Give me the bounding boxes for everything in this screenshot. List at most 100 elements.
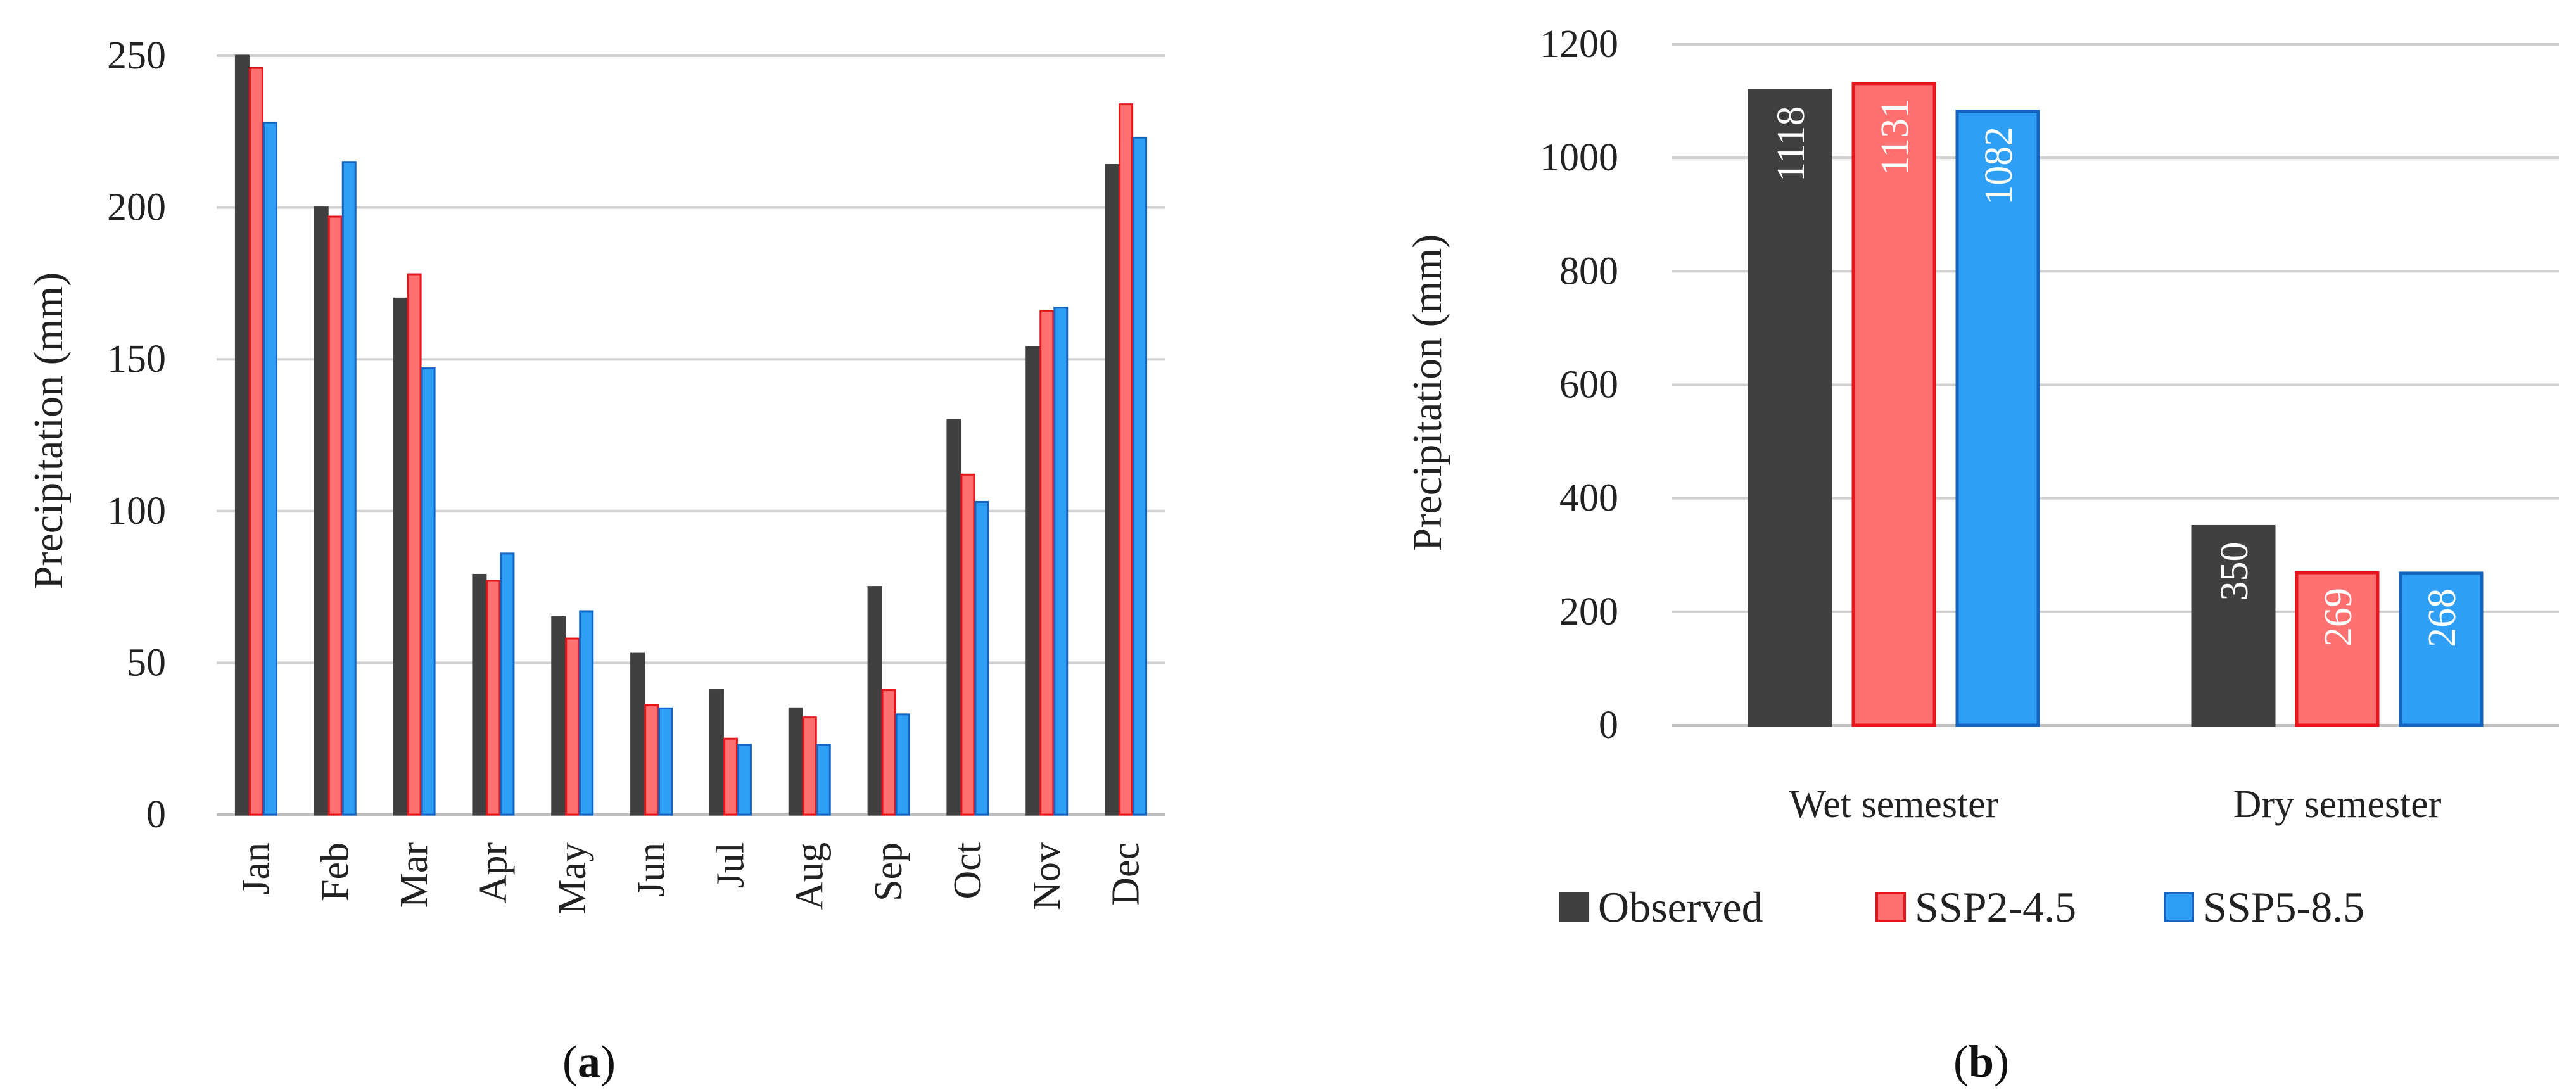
x-tick-b-wet-semester: Wet semester (1789, 783, 1999, 826)
bar-a-nov-observed (1025, 346, 1041, 816)
legend-swatch-ssp5-8-5 (2164, 892, 2194, 922)
bar-a-jun-ssp2-4-5 (644, 704, 659, 816)
y-tick-b-800: 800 (1559, 250, 1618, 293)
bar-b-wet-semester-ssp5-8-5 (1955, 110, 2040, 727)
bar-a-jan-ssp5-8-5 (262, 121, 277, 816)
panel-b-bars: 1118 1131 1082 350 269 268 (1748, 82, 2484, 727)
y-tick-a-200: 200 (107, 186, 166, 229)
bar-a-oct-ssp2-4-5 (960, 473, 975, 816)
bar-a-may-ssp5-8-5 (579, 610, 594, 816)
y-tick-b-200: 200 (1559, 590, 1618, 633)
legend-item-ssp5-8-5: SSP5-8.5 (2164, 883, 2364, 931)
x-tick-a-dec: Dec (1105, 842, 1148, 906)
y-tick-a-250: 250 (107, 34, 166, 77)
y-tick-b-1000: 1000 (1540, 136, 1618, 179)
bar-b-wet-semester-observed (1748, 89, 1832, 727)
legend-item-ssp2-4-5: SSP2-4.5 (1875, 883, 2076, 931)
x-tick-a-feb: Feb (314, 842, 357, 901)
bar-a-mar-ssp5-8-5 (421, 367, 436, 816)
y-tick-b-1200: 1200 (1540, 23, 1618, 66)
x-tick-a-oct: Oct (946, 842, 989, 899)
x-tick-a-nov: Nov (1025, 842, 1069, 910)
x-tick-a-sep: Sep (867, 842, 910, 901)
bar-a-apr-observed (472, 573, 487, 816)
bar-a-aug-ssp5-8-5 (816, 744, 831, 816)
data-label-b-wet-semester-ssp2-4-5: 1131 (1874, 99, 1917, 176)
bar-a-sep-ssp5-8-5 (895, 713, 910, 816)
x-tick-a-jun: Jun (630, 842, 673, 897)
caption-a-label: a (578, 1036, 600, 1087)
x-tick-a-jan: Jan (234, 842, 277, 895)
bar-a-dec-ssp2-4-5 (1119, 103, 1134, 816)
legend-label-ssp2-4-5: SSP2-4.5 (1915, 883, 2076, 931)
bar-a-jan-observed (234, 54, 250, 816)
bar-a-nov-ssp5-8-5 (1053, 307, 1069, 816)
bar-a-oct-observed (946, 419, 961, 816)
bar-a-apr-ssp5-8-5 (500, 552, 515, 816)
bar-a-mar-observed (393, 297, 408, 816)
legend-swatch-ssp2-4-5 (1875, 892, 1906, 922)
panel-a-gridlines (217, 54, 1165, 816)
svg-text:(b): (b) (1953, 1036, 2009, 1087)
y-tick-a-100: 100 (107, 490, 166, 533)
x-tick-a-jul: Jul (709, 842, 752, 888)
caption-b: (b) (1953, 1036, 2009, 1087)
x-tick-b-dry-semester: Dry semester (2233, 783, 2442, 826)
caption-b-label: b (1969, 1036, 1994, 1087)
bar-a-aug-ssp2-4-5 (802, 716, 817, 816)
panel-b-x-axis: Wet semester Dry semester (1789, 783, 2442, 826)
panel-a-y-axis: 0 50 100 150 200 250 (107, 34, 166, 836)
panel-b-semester-chart: 0 200 400 600 800 1000 1200 1118 1131 1082 350 269… (1404, 23, 2559, 931)
legend-label-ssp5-8-5: SSP5-8.5 (2203, 883, 2364, 931)
bar-a-oct-ssp5-8-5 (974, 500, 989, 816)
data-label-b-dry-semester-ssp2-4-5: 269 (2317, 588, 2360, 647)
panel-b-y-axis-title: Precipitation (mm) (1404, 234, 1450, 551)
bar-a-jul-observed (709, 689, 724, 816)
bar-a-jan-ssp2-4-5 (248, 67, 263, 816)
panel-a-x-axis: Jan Feb Mar Apr May Jun Jul Aug Sep Oct Nov Dec (234, 842, 1147, 915)
svg-text:(a): (a) (562, 1036, 616, 1087)
bar-a-dec-ssp5-8-5 (1133, 136, 1148, 816)
y-tick-a-0: 0 (146, 793, 166, 836)
bar-a-aug-observed (788, 707, 803, 816)
y-tick-b-400: 400 (1559, 477, 1618, 520)
bar-a-dec-observed (1105, 164, 1120, 816)
x-tick-a-mar: Mar (393, 842, 436, 908)
bar-b-dry-semester-observed (2191, 524, 2276, 727)
bar-b-dry-semester-ssp2-4-5 (2295, 571, 2380, 727)
x-tick-a-apr: Apr (472, 842, 515, 904)
bar-a-may-ssp2-4-5 (565, 637, 580, 816)
data-label-b-dry-semester-observed: 350 (2213, 542, 2256, 600)
bar-a-feb-ssp5-8-5 (341, 161, 357, 816)
x-tick-a-aug: Aug (788, 842, 831, 910)
y-tick-b-600: 600 (1559, 364, 1618, 407)
legend-item-observed: Observed (1559, 883, 1763, 931)
panel-a-monthly-chart: 0 50 100 150 200 250 Jan Feb Mar Apr May Jun Jul Aug… (25, 34, 1165, 915)
data-label-b-dry-semester-ssp5-8-5: 268 (2421, 588, 2464, 647)
data-label-b-wet-semester-ssp5-8-5: 1082 (1977, 127, 2021, 205)
bar-a-feb-observed (314, 206, 329, 816)
bar-b-wet-semester-ssp2-4-5 (1851, 82, 1936, 727)
x-tick-a-may: May (551, 842, 594, 915)
bar-a-may-observed (551, 616, 566, 816)
panel-b-y-axis: 0 200 400 600 800 1000 1200 (1540, 23, 1618, 747)
bar-a-jul-ssp5-8-5 (737, 744, 752, 816)
caption-a: (a) (562, 1036, 616, 1087)
legend: Observed SSP2-4.5 SSP5-8.5 (1559, 883, 2364, 931)
bar-a-apr-ssp2-4-5 (486, 580, 501, 816)
y-tick-b-0: 0 (1599, 704, 1618, 747)
bar-a-nov-ssp2-4-5 (1039, 310, 1055, 816)
panel-a-y-axis-title: Precipitation (mm) (25, 272, 72, 589)
bar-b-dry-semester-ssp5-8-5 (2399, 571, 2484, 727)
panel-a-bars (234, 54, 1148, 816)
y-tick-a-50: 50 (127, 641, 166, 684)
data-label-b-wet-semester-observed: 1118 (1770, 106, 1813, 181)
legend-swatch-observed (1559, 892, 1589, 922)
bar-a-mar-ssp2-4-5 (407, 273, 422, 816)
bar-a-sep-observed (867, 586, 882, 816)
bar-a-feb-ssp2-4-5 (327, 215, 343, 816)
bar-a-sep-ssp2-4-5 (881, 689, 896, 816)
y-tick-a-150: 150 (107, 338, 166, 381)
bar-a-jun-ssp5-8-5 (658, 707, 673, 816)
